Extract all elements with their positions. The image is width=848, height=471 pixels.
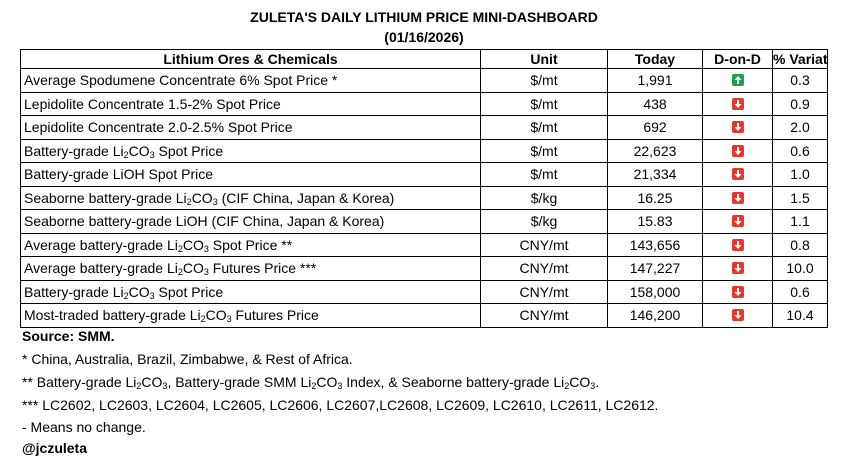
row-direction	[702, 91, 773, 116]
column-header-today: Today	[607, 49, 703, 69]
row-direction	[702, 68, 773, 93]
row-unit: $/mt	[480, 91, 608, 116]
row-direction	[702, 303, 773, 328]
row-name: Average Spodumene Concentrate 6% Spot Pr…	[20, 68, 481, 93]
row-unit: $/kg	[480, 185, 608, 210]
red-down-arrow-icon	[731, 309, 744, 322]
column-header-unit: Unit	[480, 49, 608, 69]
row-today: 143,656	[607, 232, 703, 257]
row-unit: $/mt	[480, 68, 608, 93]
row-unit: $/kg	[480, 209, 608, 234]
twitter-handle: @jczuleta	[22, 440, 88, 456]
red-down-arrow-icon	[731, 97, 744, 110]
row-direction	[702, 209, 773, 234]
red-down-arrow-icon	[731, 285, 744, 298]
red-down-arrow-icon	[731, 168, 744, 181]
row-variation: 0.3	[772, 68, 828, 93]
row-direction	[702, 232, 773, 257]
row-today: 16.25	[607, 185, 703, 210]
footnote-3: *** LC2602, LC2603, LC2604, LC2605, LC26…	[22, 397, 659, 413]
row-name: Most-traded battery-grade Li2CO3 Futures…	[20, 303, 481, 328]
row-variation: 0.6	[772, 138, 828, 163]
row-today: 21,334	[607, 162, 703, 187]
table-row: Seaborne battery-grade Li2CO3 (CIF China…	[20, 185, 828, 210]
row-name: Lepidolite Concentrate 1.5-2% Spot Price	[20, 91, 481, 116]
row-unit: CNY/mt	[480, 232, 608, 257]
red-down-arrow-icon	[731, 121, 744, 134]
green-up-arrow-icon	[731, 74, 744, 87]
row-today: 15.83	[607, 209, 703, 234]
footnote-2: ** Battery-grade Li2CO3, Battery-grade S…	[22, 374, 600, 391]
row-direction	[702, 162, 773, 187]
dashboard-title: ZULETA'S DAILY LITHIUM PRICE MINI-DASHBO…	[250, 9, 598, 25]
row-unit: $/mt	[480, 138, 608, 163]
row-direction	[702, 138, 773, 163]
table-row: Battery-grade Li2CO3 Spot Price $/mt 22,62…	[20, 138, 828, 163]
red-down-arrow-icon	[731, 191, 744, 204]
row-unit: CNY/mt	[480, 279, 608, 304]
table-row: Seaborne battery-grade LiOH (CIF China, …	[20, 209, 828, 234]
table-row: Average battery-grade Li2CO3 Futures Pri…	[20, 256, 828, 281]
row-unit: CNY/mt	[480, 303, 608, 328]
row-variation: 1.1	[772, 209, 828, 234]
table-header-row: Lithium Ores & Chemicals Unit Today D-on…	[20, 49, 828, 69]
row-name: Seaborne battery-grade LiOH (CIF China, …	[20, 209, 481, 234]
row-variation: 10.4	[772, 303, 828, 328]
row-variation: 1.5	[772, 185, 828, 210]
row-variation: 0.9	[772, 91, 828, 116]
red-down-arrow-icon	[731, 144, 744, 157]
row-today: 158,000	[607, 279, 703, 304]
row-direction	[702, 185, 773, 210]
row-unit: CNY/mt	[480, 256, 608, 281]
row-direction	[702, 256, 773, 281]
row-name: Battery-grade Li2CO3 Spot Price	[20, 138, 481, 163]
row-name: Average battery-grade Li2CO3 Spot Price …	[20, 232, 481, 257]
column-header-variation: % Variation	[772, 49, 828, 69]
lithium-price-table: Lithium Ores & Chemicals Unit Today D-on…	[20, 49, 828, 328]
row-today: 22,623	[607, 138, 703, 163]
row-name: Battery-grade Li2CO3 Spot Price	[20, 279, 481, 304]
row-direction	[702, 115, 773, 140]
red-down-arrow-icon	[731, 238, 744, 251]
row-today: 438	[607, 91, 703, 116]
source-note: Source: SMM.	[22, 328, 115, 344]
row-name: Seaborne battery-grade Li2CO3 (CIF China…	[20, 185, 481, 210]
dashboard-date: (01/16/2026)	[384, 29, 464, 45]
row-direction	[702, 279, 773, 304]
row-today: 1,991	[607, 68, 703, 93]
table-row: Average Spodumene Concentrate 6% Spot Pr…	[20, 68, 828, 93]
row-name: Battery-grade LiOH Spot Price	[20, 162, 481, 187]
row-name: Average battery-grade Li2CO3 Futures Pri…	[20, 256, 481, 281]
row-variation: 2.0	[772, 115, 828, 140]
table-row: Lepidolite Concentrate 2.0-2.5% Spot Pri…	[20, 115, 828, 140]
row-variation: 0.6	[772, 279, 828, 304]
row-today: 147,227	[607, 256, 703, 281]
column-header-name: Lithium Ores & Chemicals	[20, 49, 481, 69]
row-variation: 0.8	[772, 232, 828, 257]
row-variation: 1.0	[772, 162, 828, 187]
row-today: 692	[607, 115, 703, 140]
table-row: Average battery-grade Li2CO3 Spot Price …	[20, 232, 828, 257]
table-row: Battery-grade Li2CO3 Spot Price CNY/mt 158…	[20, 279, 828, 304]
table-row: Lepidolite Concentrate 1.5-2% Spot Price…	[20, 91, 828, 116]
footnote-4: - Means no change.	[22, 419, 146, 435]
row-variation: 10.0	[772, 256, 828, 281]
row-today: 146,200	[607, 303, 703, 328]
table-row: Battery-grade LiOH Spot Price $/mt 21,334 1…	[20, 162, 828, 187]
row-unit: $/mt	[480, 162, 608, 187]
column-header-dond: D-on-D	[702, 49, 773, 69]
row-name: Lepidolite Concentrate 2.0-2.5% Spot Pri…	[20, 115, 481, 140]
red-down-arrow-icon	[731, 215, 744, 228]
red-down-arrow-icon	[731, 262, 744, 275]
footnote-1: * China, Australia, Brazil, Zimbabwe, & …	[22, 351, 353, 367]
table-row: Most-traded battery-grade Li2CO3 Futures…	[20, 303, 828, 328]
row-unit: $/mt	[480, 115, 608, 140]
